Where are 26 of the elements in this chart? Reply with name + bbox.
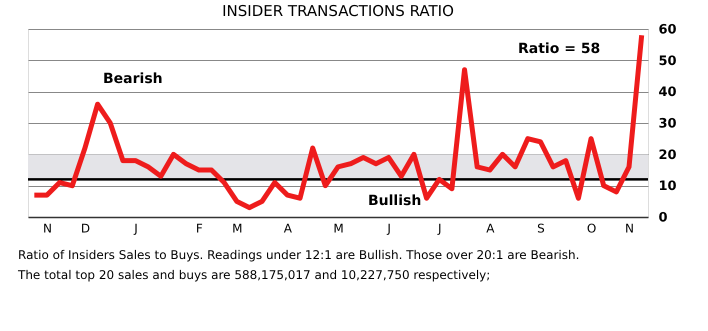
x-tick-label: N bbox=[625, 222, 634, 236]
annotation: Bullish bbox=[368, 193, 422, 209]
x-tick-label: F bbox=[196, 222, 203, 236]
x-tick-label: S bbox=[537, 222, 545, 236]
x-tick-label: A bbox=[284, 222, 293, 236]
x-tick-label: N bbox=[42, 222, 52, 236]
annotation: Ratio = 58 bbox=[518, 41, 600, 57]
x-tick-label: M bbox=[333, 222, 344, 236]
x-tick-label: J bbox=[436, 222, 442, 236]
text: Ratio of Insiders Sales to Buys. Readings under 12:1 are Bullish. Those over 20:1 are Bearish. bbox=[18, 248, 580, 262]
x-tick-label: M bbox=[232, 222, 242, 236]
x-tick-label: J bbox=[133, 222, 138, 236]
y-tick-label: 40 bbox=[658, 85, 677, 100]
y-tick-label: 30 bbox=[658, 116, 677, 132]
y-tick-label: 0 bbox=[658, 210, 668, 226]
x-tick-label: J bbox=[386, 222, 391, 236]
annotation: Bearish bbox=[103, 71, 163, 87]
y-tick-label: 10 bbox=[658, 179, 677, 194]
y-tick-label: 20 bbox=[658, 148, 677, 163]
x-tick-label: D bbox=[80, 222, 90, 236]
x-tick-label: A bbox=[486, 222, 496, 236]
chart-title: INSIDER TRANSACTIONS RATIO bbox=[222, 2, 454, 20]
y-tick-label: 50 bbox=[658, 54, 677, 69]
y-tick-label: 60 bbox=[658, 22, 677, 38]
text: The total top 20 sales and buys are 588,175,017 and 10,227,750 respectively; bbox=[17, 268, 490, 282]
x-tick-label: O bbox=[586, 222, 596, 236]
